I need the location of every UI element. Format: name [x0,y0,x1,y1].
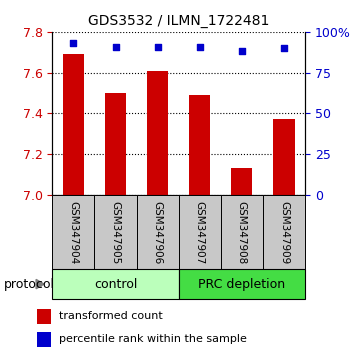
Bar [221,195,263,269]
Bar [274,119,295,195]
Text: GSM347905: GSM347905 [110,201,121,264]
Polygon shape [36,279,44,289]
Bar [189,95,210,195]
Title: GDS3532 / ILMN_1722481: GDS3532 / ILMN_1722481 [88,14,269,28]
Text: control: control [94,278,137,291]
Bar [52,195,95,269]
Point [155,44,161,49]
Bar [263,195,305,269]
Bar [37,309,51,324]
Bar [63,54,84,195]
Point [239,48,245,54]
Bar [95,195,136,269]
Text: percentile rank within the sample: percentile rank within the sample [58,335,247,344]
Point [113,44,118,49]
Text: GSM347908: GSM347908 [237,201,247,264]
Bar [105,93,126,195]
Point [70,40,76,46]
Bar [231,168,252,195]
Text: GSM347906: GSM347906 [153,201,163,264]
Bar [147,70,168,195]
Bar [136,195,179,269]
Point [281,45,287,51]
Text: GSM347909: GSM347909 [279,201,289,264]
Text: GSM347904: GSM347904 [68,201,78,264]
Bar [179,195,221,269]
Point [197,44,203,49]
Bar [52,269,179,299]
Bar [179,269,305,299]
Text: GSM347907: GSM347907 [195,201,205,264]
Text: protocol: protocol [4,278,55,291]
Text: transformed count: transformed count [58,312,162,321]
Bar [37,332,51,347]
Text: PRC depletion: PRC depletion [198,278,286,291]
